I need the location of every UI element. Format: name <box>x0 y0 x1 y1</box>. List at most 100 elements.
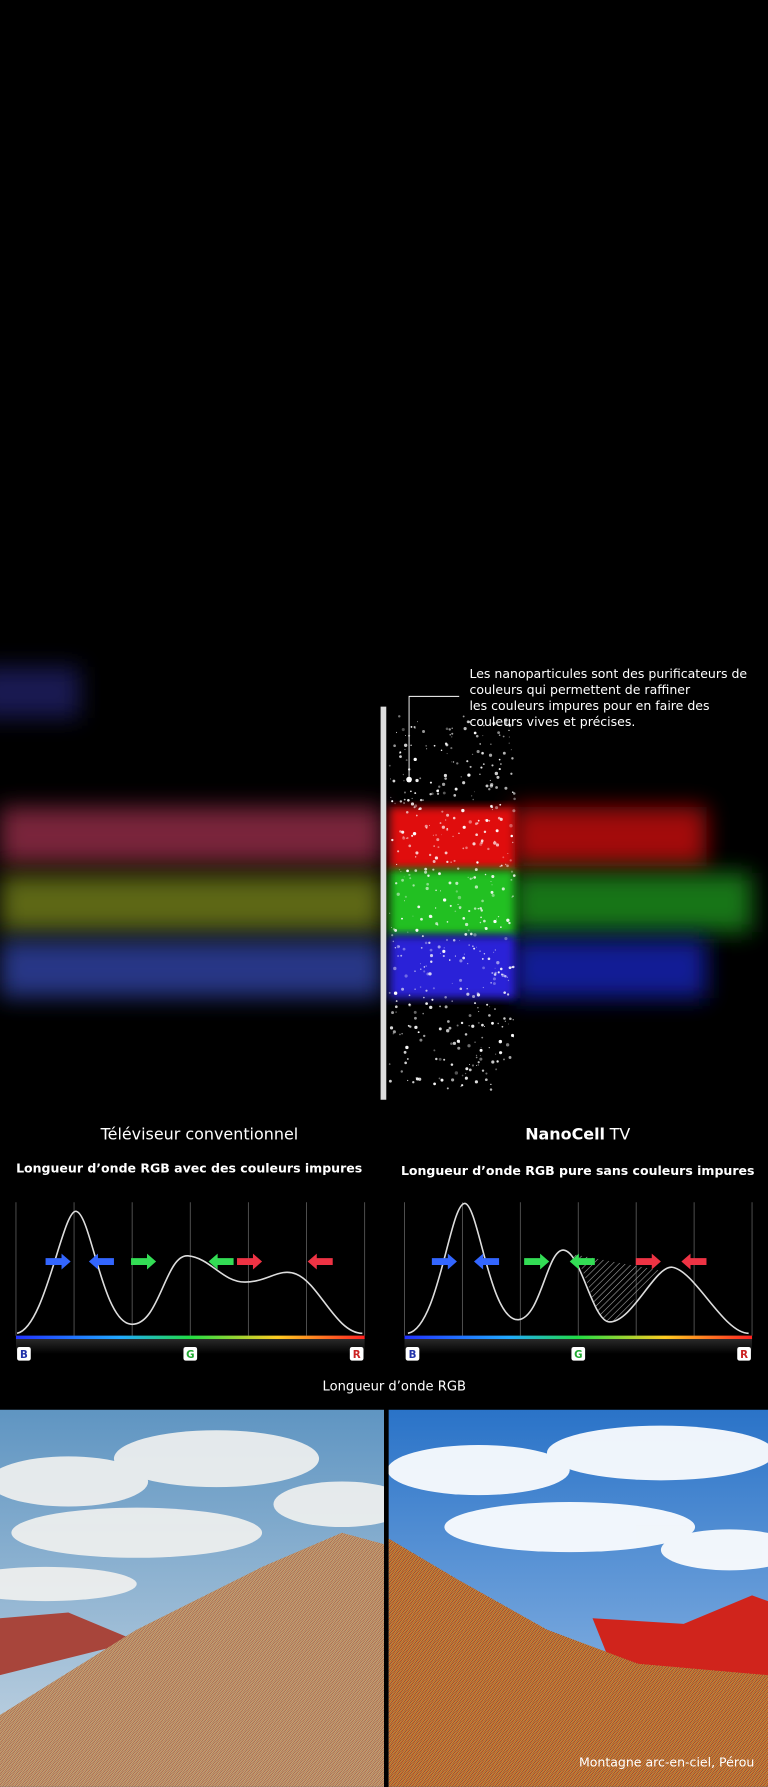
particle <box>407 1079 409 1082</box>
particle <box>495 1053 497 1055</box>
particle <box>399 755 402 759</box>
particle <box>391 1011 394 1014</box>
particle <box>444 1005 448 1009</box>
divider <box>384 1409 389 1787</box>
particle <box>468 820 472 824</box>
particle <box>402 773 405 776</box>
particle <box>462 715 465 718</box>
particle <box>482 763 485 766</box>
particle <box>504 863 507 866</box>
particle <box>415 928 419 932</box>
particle <box>452 1041 457 1045</box>
particle <box>424 941 428 945</box>
particle <box>477 1064 480 1066</box>
particle <box>401 1032 403 1035</box>
particle <box>442 949 446 953</box>
particle <box>489 1006 491 1008</box>
particle <box>408 873 411 877</box>
particle <box>428 853 432 857</box>
particle <box>435 889 437 892</box>
particle <box>394 1005 398 1009</box>
arrow <box>569 1253 595 1270</box>
particle <box>490 743 492 745</box>
particle <box>481 751 484 755</box>
particle <box>504 937 508 941</box>
particle <box>469 877 472 880</box>
particle <box>403 802 405 804</box>
arrow <box>307 1253 333 1270</box>
axis-label-box <box>405 1347 420 1361</box>
particle <box>400 954 403 957</box>
arrow <box>131 1253 157 1270</box>
particle <box>412 884 415 887</box>
particle <box>508 966 512 970</box>
particle <box>473 876 477 879</box>
particle <box>473 947 476 950</box>
particle <box>404 895 407 898</box>
axis-title: Longueur d’onde RGB <box>323 1379 466 1394</box>
particle <box>415 814 418 817</box>
particle <box>446 1029 450 1033</box>
particle <box>412 1081 415 1084</box>
particle <box>464 1033 468 1036</box>
particle <box>454 787 458 791</box>
particle <box>401 878 404 882</box>
particle <box>448 728 451 731</box>
particle <box>419 798 423 802</box>
particle <box>405 1045 409 1050</box>
particle <box>419 986 422 988</box>
particle <box>497 731 501 735</box>
particle <box>413 757 417 762</box>
particle <box>480 839 484 843</box>
particle <box>415 778 419 783</box>
particle <box>406 869 409 873</box>
particle <box>503 991 506 994</box>
particle <box>466 720 470 724</box>
particle <box>393 744 396 748</box>
particle <box>466 760 469 763</box>
particle <box>425 989 428 992</box>
particle <box>473 933 477 937</box>
axis-label-box <box>737 1347 751 1361</box>
particle <box>476 822 479 825</box>
particle <box>512 965 515 969</box>
particle <box>472 945 474 948</box>
particle <box>499 967 503 971</box>
particle <box>436 838 440 842</box>
particle <box>501 1025 504 1028</box>
particle <box>475 833 478 837</box>
particle <box>509 859 512 862</box>
panel-subtitle: Longueur d’onde RGB pure sans couleurs i… <box>401 1163 755 1178</box>
spectrum-glow <box>15 1337 365 1354</box>
particle <box>493 951 495 953</box>
particle <box>472 798 475 801</box>
particle <box>510 772 513 775</box>
particle <box>488 753 493 757</box>
particle <box>442 898 447 902</box>
particle <box>496 1060 499 1063</box>
particle <box>474 1041 476 1043</box>
particle <box>426 748 428 750</box>
brand: NanoCell <box>525 1125 605 1144</box>
particle <box>480 766 483 769</box>
particle <box>403 743 408 747</box>
particle <box>456 867 460 870</box>
axis-label: G <box>186 1349 194 1361</box>
axis-label: G <box>574 1349 582 1361</box>
particle <box>479 1055 481 1057</box>
particle <box>456 762 459 765</box>
particle <box>438 1077 441 1080</box>
particle <box>509 824 513 828</box>
particle <box>504 786 508 790</box>
particle <box>484 1078 488 1082</box>
particle <box>421 935 424 938</box>
particle <box>397 850 400 853</box>
particle <box>446 753 448 755</box>
particle <box>486 1003 489 1006</box>
particle <box>391 934 394 937</box>
particle <box>393 966 397 971</box>
particle <box>491 809 493 811</box>
particle <box>495 829 499 833</box>
particle <box>476 993 481 997</box>
